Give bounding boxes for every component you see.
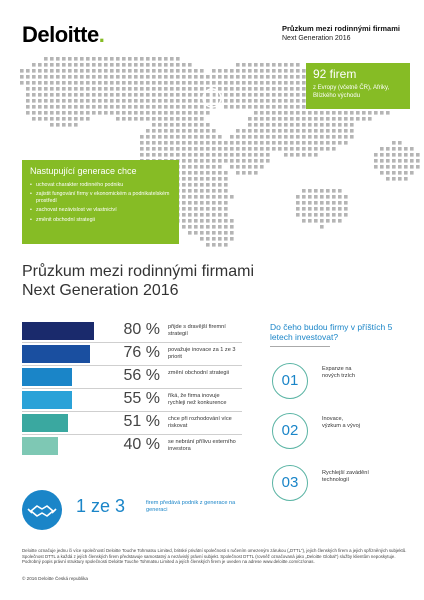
firm-count: 92 firem (313, 67, 357, 81)
stat-text: se nebrání přílivu externího investora (168, 439, 236, 452)
stat-bar (22, 368, 72, 386)
stat-text: říká, že firma inovuje rychleji než konk… (168, 393, 227, 406)
stat-text: chce při rozhodování více riskovat (168, 416, 232, 429)
region-callout: 92 firem z Evropy (včetně ČR), Afriky, B… (306, 63, 410, 109)
stat-text: považuje inovace za 1 ze 3 priorit (168, 347, 236, 360)
next-gen-item: uchovat charakter rodinného podniku (30, 182, 175, 189)
divider (270, 346, 330, 347)
stat-bar (22, 414, 68, 432)
stat-value: 80 % (123, 321, 160, 338)
stat-divider (22, 411, 242, 412)
invest-number-2: 02 (272, 413, 308, 449)
deloitte-logo: Deloitte. (22, 22, 105, 47)
invest-text-1: Expanze na nových trzích (322, 366, 355, 379)
next-gen-item: změnit obchodní strategii (30, 217, 175, 224)
stat-text: změní obchodní strategii (168, 370, 229, 376)
one-in-three-text: firem předává podnik z generace na gener… (146, 500, 236, 513)
stat-bar (22, 345, 90, 363)
stat-text: přijde s dravější firemní strategií (168, 324, 226, 337)
page-title-line2: Next Generation 2016 (22, 282, 179, 299)
stat-value: 51 % (123, 413, 160, 430)
crosshair-icon (200, 86, 224, 110)
invest-question: Do čeho budou firmy v příštích 5 letech … (270, 322, 393, 342)
next-gen-title: Nastupující generace chce (30, 166, 137, 176)
stat-value: 55 % (123, 390, 160, 407)
stat-value: 40 % (123, 436, 160, 453)
stat-bar (22, 322, 94, 340)
header-subtitle: Next Generation 2016 (282, 35, 351, 42)
copyright: © 2016 Deloitte Česká republika (22, 576, 88, 581)
stat-divider (22, 342, 242, 343)
handshake-icon (22, 490, 62, 530)
invest-number-1: 01 (272, 363, 308, 399)
stat-divider (22, 434, 242, 435)
header-title: Průzkum mezi rodinnými firmami (282, 24, 400, 33)
next-gen-item: zajistit fungování firmy v ekonomickém a… (30, 191, 175, 204)
stat-bar (22, 391, 72, 409)
next-gen-item: zachovat nezávislost ve vlastnictví (30, 207, 175, 214)
invest-text-3: Rychlejší zavádění technologií (322, 470, 369, 483)
stat-value: 76 % (123, 344, 160, 361)
stat-bar (22, 437, 58, 455)
next-gen-box: Nastupující generace chce uchovat charak… (22, 160, 179, 244)
stat-divider (22, 365, 242, 366)
invest-number-3: 03 (272, 465, 308, 501)
page-title: Průzkum mezi rodinnými firmami Next Gene… (22, 262, 254, 300)
one-in-three-value: 1 ze 3 (76, 496, 126, 516)
region-text: z Evropy (včetně ČR), Afriky, Blízkého v… (313, 85, 390, 99)
stat-value: 56 % (123, 367, 160, 384)
page-title-line1: Průzkum mezi rodinnými firmami (22, 263, 255, 280)
stat-divider (22, 388, 242, 389)
invest-text-2: Inovace, výzkum a vývoj (322, 416, 360, 429)
legal-footnote: Deloitte označuje jednu či více společno… (22, 548, 407, 565)
